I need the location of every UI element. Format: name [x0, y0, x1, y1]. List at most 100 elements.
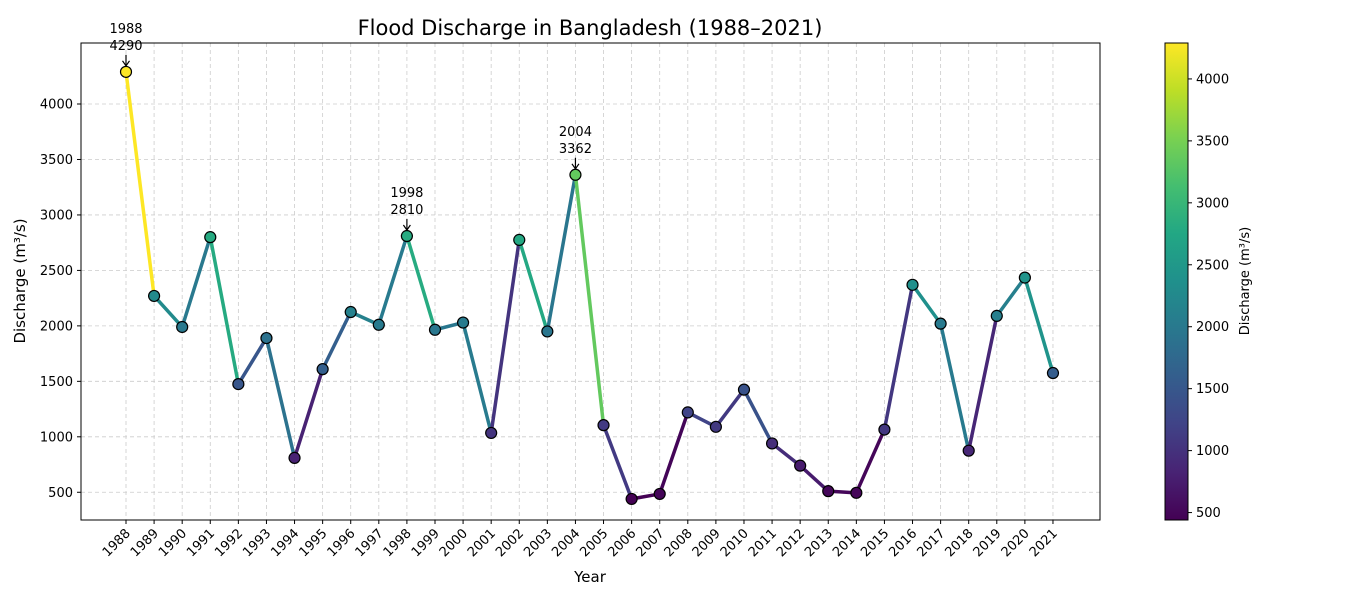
y-tick-label: 3500 [40, 153, 73, 168]
data-point [850, 486, 863, 499]
data-point [428, 323, 442, 336]
x-tick-label: 2001 [465, 526, 499, 560]
line-segment [264, 336, 297, 460]
line-segment [320, 310, 353, 371]
annotation-year: 2004 [559, 125, 592, 140]
annotation-arrow-head [402, 224, 411, 232]
annotation-value: 2810 [390, 203, 423, 218]
data-point [737, 383, 751, 396]
data-point [709, 420, 722, 433]
x-tick-label: 2006 [605, 526, 639, 560]
x-tick-label: 2016 [886, 526, 920, 560]
line-segment [742, 387, 774, 446]
data-point [176, 320, 189, 334]
data-point [962, 444, 975, 457]
data-point [934, 317, 947, 330]
data-point [1018, 271, 1031, 284]
x-tick-label: 1988 [100, 526, 134, 560]
data-point [681, 406, 694, 419]
x-tick-label: 1992 [212, 526, 246, 560]
colorbar-tick-label: 1500 [1196, 382, 1229, 397]
data-point [204, 231, 217, 244]
y-tick-label: 1000 [40, 430, 73, 445]
x-tick-label: 1993 [240, 526, 274, 560]
line-segment [236, 336, 269, 386]
x-tick-label: 1990 [156, 526, 190, 560]
y-tick-label: 4000 [40, 98, 73, 113]
x-tick-label: 2003 [521, 526, 555, 560]
x-tick-label: 1997 [353, 526, 387, 560]
data-point [147, 289, 161, 303]
x-tick-label: 2011 [746, 526, 780, 560]
data-point [569, 168, 582, 181]
data-point [906, 278, 919, 291]
data-points [119, 65, 1060, 506]
plot-frame [80, 42, 1101, 521]
x-tick-label: 2008 [662, 526, 696, 560]
x-tick-label: 2007 [634, 526, 668, 560]
x-tick-label: 2002 [493, 526, 527, 560]
chart-title: Flood Discharge in Bangladesh (1988–2021… [358, 16, 823, 40]
colorbar-tick-label: 500 [1196, 506, 1221, 521]
data-point [878, 423, 891, 436]
data-point [794, 459, 807, 472]
x-tick-label: 2018 [943, 526, 977, 560]
data-point [990, 309, 1003, 322]
annotation-value: 4290 [109, 39, 142, 54]
line-segment [461, 320, 493, 435]
line-segment [1023, 275, 1055, 375]
data-point [232, 378, 245, 391]
x-tick-label: 2013 [802, 526, 836, 560]
data-point [316, 363, 329, 376]
line-segment [545, 173, 578, 334]
x-tick-label: 1989 [128, 526, 162, 560]
y-tick-label: 3000 [40, 208, 73, 223]
x-tick-label: 2009 [690, 526, 724, 560]
line-segment [517, 238, 550, 334]
y-axis: 500 1000 1500 2000 2500 3000 3500 4000 [40, 98, 81, 501]
data-point [119, 65, 133, 78]
data-point [372, 318, 385, 331]
colorbar-tick-label: 1000 [1196, 444, 1229, 459]
x-tick-label: 2010 [718, 526, 752, 560]
x-tick-label: 2021 [1027, 526, 1061, 560]
x-tick-label: 1999 [409, 526, 443, 560]
line-segment [208, 235, 241, 386]
data-point [822, 485, 835, 498]
data-point [765, 437, 779, 450]
line-segment [882, 283, 915, 432]
line-segment [573, 173, 606, 427]
x-tick-label: 1996 [325, 526, 359, 560]
y-tick-label: 500 [48, 486, 73, 501]
colorbar: 500 1000 1500 2000 2500 3000 3500 4000 [1164, 42, 1229, 521]
colorbar-tick-label: 4000 [1196, 72, 1229, 87]
line-segment [714, 387, 746, 429]
data-point [344, 305, 357, 319]
line-segment [405, 234, 437, 332]
data-point [288, 451, 301, 464]
annotation-year: 1998 [390, 186, 423, 201]
x-tick-label: 2017 [914, 526, 948, 560]
line-segment [180, 235, 213, 329]
data-point [1046, 366, 1060, 380]
data-point [260, 331, 273, 345]
colorbar-tick-label: 2000 [1196, 320, 1229, 335]
line-segment [377, 234, 409, 327]
annotation-arrow-head [571, 163, 580, 170]
data-point [541, 325, 554, 338]
line-segment [601, 423, 634, 501]
data-point [485, 426, 498, 440]
y-tick-label: 1500 [40, 375, 73, 390]
x-tick-label: 2000 [437, 526, 471, 560]
x-tick-label: 2012 [774, 526, 808, 560]
data-point [653, 487, 666, 501]
data-point [597, 419, 610, 432]
annotation-year: 1988 [109, 22, 142, 37]
line-segment [124, 70, 156, 298]
x-tick-label: 1991 [184, 526, 218, 560]
line-segment [938, 321, 971, 453]
x-tick-label: 1998 [381, 526, 415, 560]
y-tick-label: 2000 [40, 319, 73, 334]
x-tick-label: 2020 [999, 526, 1033, 560]
x-tick-label: 1995 [296, 526, 330, 560]
